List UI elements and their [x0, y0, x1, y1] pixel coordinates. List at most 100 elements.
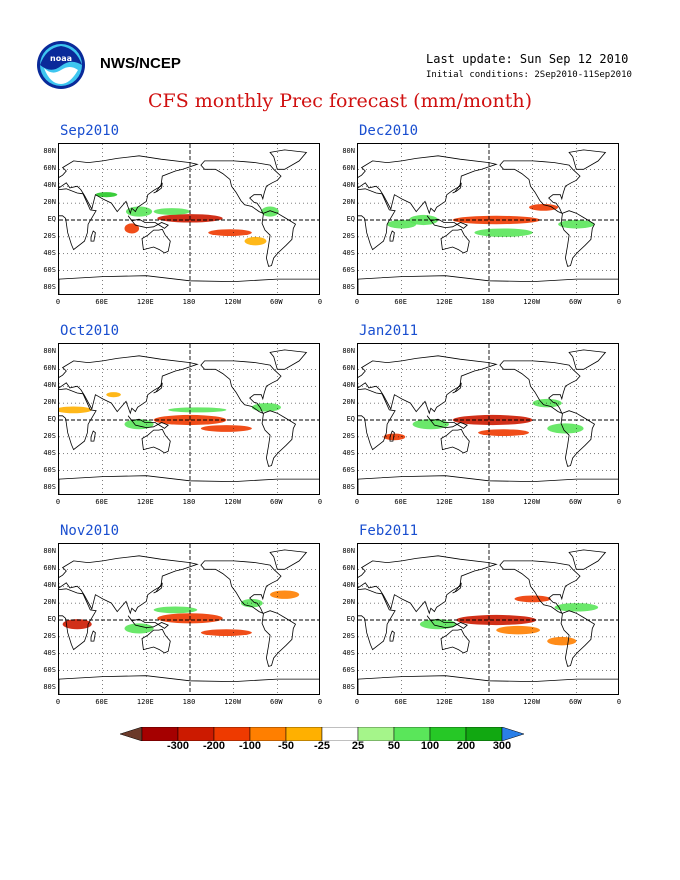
lon-label: 60E — [95, 698, 108, 706]
colorbar-swatch — [501, 727, 525, 741]
map-plot — [59, 344, 319, 494]
coastline — [560, 410, 596, 467]
map-plot — [59, 144, 319, 294]
lon-label: 60E — [394, 498, 407, 506]
lat-label: 60S — [43, 465, 56, 474]
precip-anomaly — [474, 228, 533, 237]
coastline — [59, 188, 97, 251]
precip-anomaly — [124, 419, 154, 430]
lat-label: 20S — [342, 431, 355, 440]
colorbar-swatch — [177, 727, 215, 741]
lon-label: 60W — [270, 498, 283, 506]
lat-label: 80S — [43, 482, 56, 491]
precip-anomaly — [408, 214, 439, 226]
map-plot — [59, 544, 319, 694]
coastline — [59, 475, 319, 494]
lat-label: 40N — [342, 181, 355, 190]
lat-label: EQ — [47, 215, 56, 223]
lat-label: 60S — [342, 665, 355, 674]
lat-label: 40N — [43, 381, 56, 390]
lat-label: 20N — [342, 598, 355, 607]
precip-anomaly — [419, 619, 457, 630]
lat-label: 40S — [342, 448, 355, 457]
precip-anomaly — [547, 423, 584, 434]
coastline — [141, 428, 171, 454]
colorbar-swatch — [120, 727, 143, 741]
coastline — [358, 275, 618, 294]
lon-label: 120W — [224, 698, 242, 706]
colorbar-label: -50 — [278, 740, 294, 752]
lon-label: 0 — [354, 298, 360, 306]
precip-anomaly — [529, 203, 559, 211]
lon-label: 0 — [55, 298, 61, 306]
coastline — [59, 155, 199, 215]
coastline — [358, 388, 396, 451]
lat-label: 40S — [342, 648, 355, 657]
lon-label: 0 — [317, 698, 323, 706]
lat-label: 80S — [342, 282, 355, 291]
lat-label: EQ — [47, 615, 56, 623]
coastline — [568, 349, 607, 370]
panel-title: Dec2010 — [359, 123, 419, 139]
precip-anomaly — [124, 623, 154, 634]
coastline — [269, 149, 308, 170]
panel-title: Sep2010 — [60, 123, 120, 139]
lon-label: 180 — [182, 498, 196, 506]
lon-label: 0 — [616, 498, 622, 506]
lon-label: 120W — [224, 498, 242, 506]
coastline — [358, 188, 396, 251]
precip-anomaly — [270, 590, 300, 599]
coastline — [440, 428, 470, 454]
lon-label: 60W — [569, 698, 582, 706]
coastline — [568, 549, 607, 570]
lat-label: 40S — [43, 448, 56, 457]
precip-anomaly — [532, 398, 562, 408]
lat-label: 80N — [342, 147, 355, 156]
map-plot — [358, 344, 618, 494]
lat-label: 80S — [342, 682, 355, 691]
coastline — [358, 588, 396, 651]
lat-label: 60N — [43, 564, 56, 573]
colorbar-label: 50 — [387, 740, 401, 752]
precip-anomaly — [261, 206, 279, 217]
coastline — [59, 275, 319, 294]
colorbar-swatch — [321, 727, 359, 741]
colorbar-label: 25 — [351, 740, 365, 752]
lon-label: 60E — [95, 498, 108, 506]
lat-label: 20N — [43, 198, 56, 207]
coastline — [261, 610, 297, 667]
coastline — [59, 675, 319, 694]
initial-conditions: Initial conditions: 2Sep2010-11Sep2010 — [426, 70, 632, 80]
coastline — [440, 628, 470, 654]
coastline — [127, 215, 169, 229]
lat-label: 20N — [43, 598, 56, 607]
svg-text:noaa: noaa — [50, 54, 72, 63]
lon-label: 120W — [224, 298, 242, 306]
lat-label: 20S — [43, 231, 56, 240]
coastline — [269, 549, 308, 570]
lon-label: 0 — [354, 698, 360, 706]
lat-label: 60N — [43, 364, 56, 373]
lon-label: 180 — [481, 498, 495, 506]
colorbar — [120, 727, 525, 741]
lat-label: 60S — [342, 265, 355, 274]
lat-label: 20S — [342, 231, 355, 240]
colorbar-label: -300 — [166, 740, 190, 752]
lon-label: 60W — [270, 698, 283, 706]
lat-label: 80N — [342, 547, 355, 556]
precip-anomaly — [554, 603, 599, 612]
lon-label: 60E — [95, 298, 108, 306]
coastline — [389, 430, 395, 442]
lat-label: 20S — [43, 631, 56, 640]
precip-anomaly — [106, 392, 121, 398]
lat-label: 20N — [43, 398, 56, 407]
precip-map — [58, 543, 320, 695]
precip-anomaly — [496, 625, 540, 635]
coastline — [358, 355, 498, 415]
lat-label: EQ — [47, 415, 56, 423]
page-title: CFS monthly Prec forecast (mm/month) — [148, 90, 532, 112]
coastline — [261, 410, 297, 467]
colorbar-label: 200 — [456, 740, 476, 752]
coastline — [200, 160, 282, 214]
coastline — [59, 588, 97, 651]
